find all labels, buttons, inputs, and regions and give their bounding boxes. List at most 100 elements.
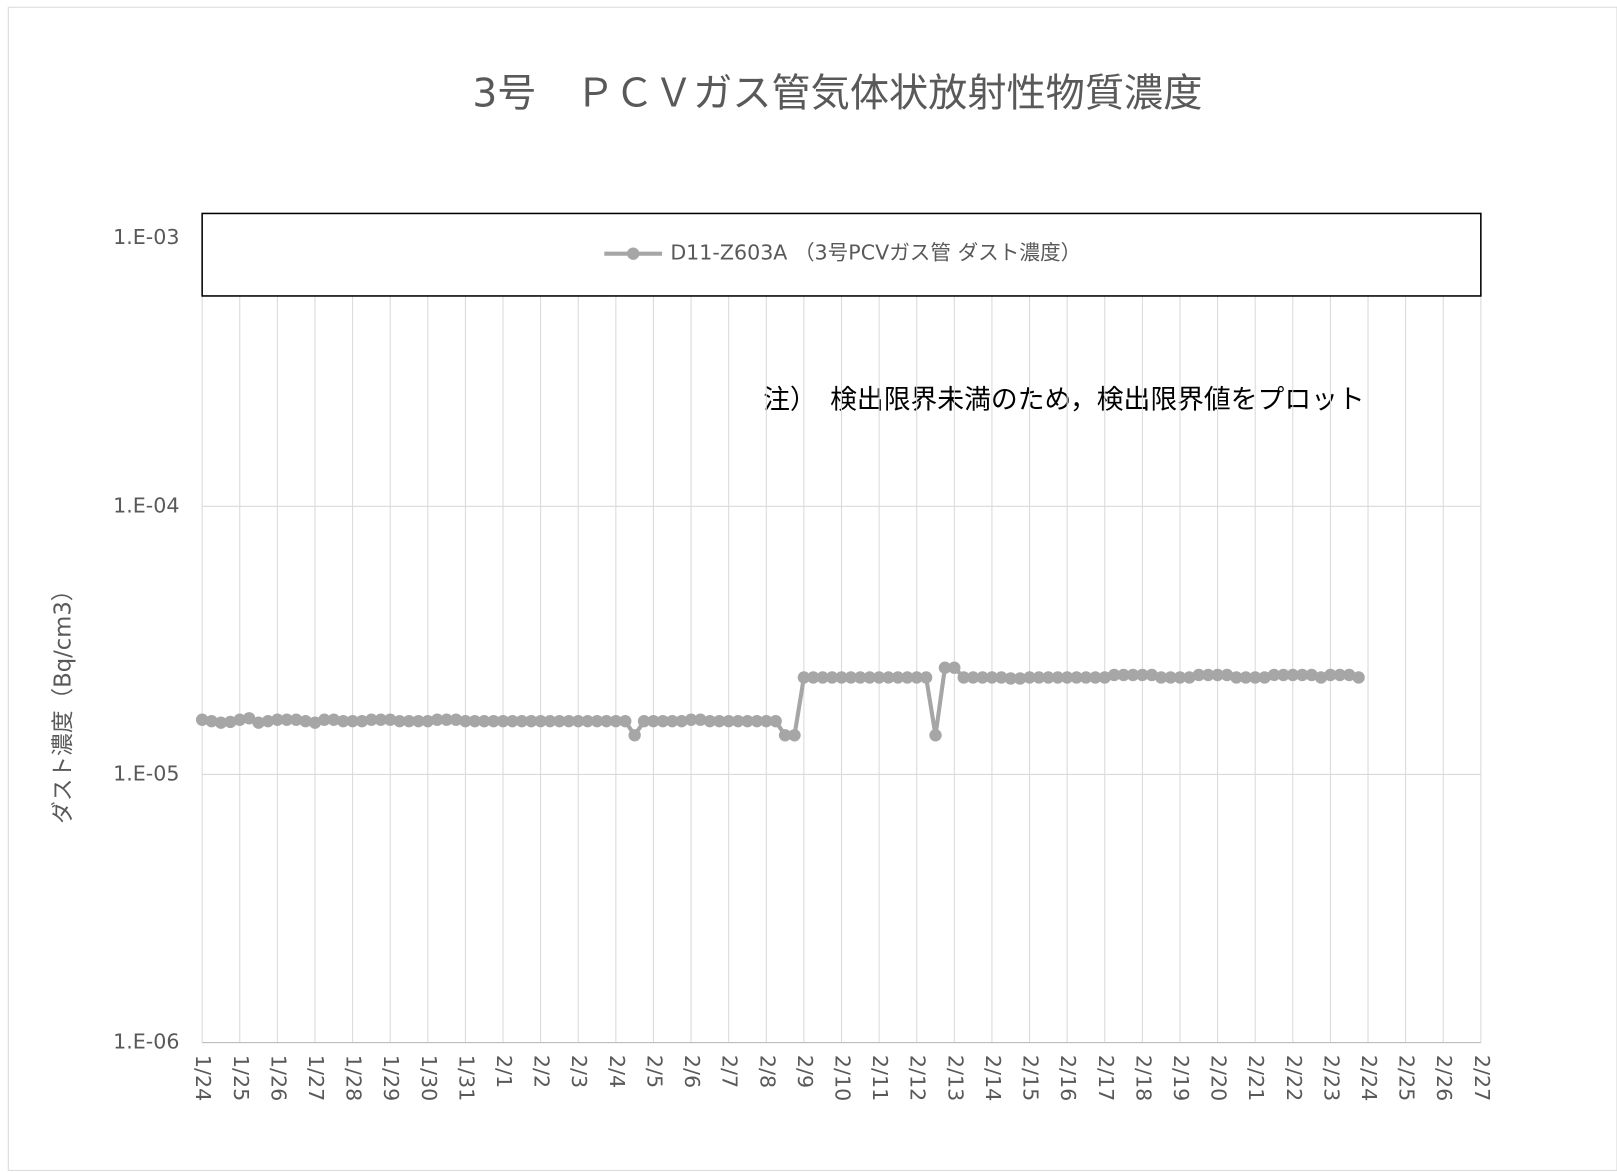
y-tick-label: 1.E-03 — [113, 225, 179, 249]
data-point — [872, 671, 886, 684]
x-tick-label: 2/2 — [530, 1055, 554, 1088]
data-point — [1220, 668, 1234, 682]
data-point — [346, 714, 359, 728]
data-point — [402, 714, 416, 728]
x-tick-label: 1/31 — [454, 1055, 478, 1101]
data-point — [1117, 668, 1130, 682]
data-point — [910, 671, 923, 684]
data-point — [1042, 671, 1055, 684]
data-point — [600, 714, 613, 728]
data-point — [1126, 668, 1140, 682]
x-tick-label: 2/8 — [755, 1055, 779, 1088]
x-tick-label: 2/22 — [1282, 1055, 1306, 1101]
x-tick-label: 1/30 — [417, 1055, 441, 1101]
data-point — [666, 714, 679, 728]
data-point — [261, 714, 275, 728]
x-tick-label: 2/21 — [1244, 1055, 1268, 1101]
data-point — [882, 671, 895, 684]
data-point — [412, 714, 425, 728]
data-point — [609, 714, 623, 728]
data-point — [1136, 668, 1149, 682]
data-point — [985, 671, 999, 684]
data-point — [525, 714, 538, 728]
data-point — [1211, 668, 1224, 682]
data-point — [807, 671, 820, 684]
data-point — [1060, 671, 1074, 684]
x-tick-label: 1/29 — [379, 1055, 403, 1101]
data-point — [562, 714, 576, 728]
data-point — [1230, 671, 1243, 684]
data-point — [938, 661, 952, 674]
data-point — [788, 729, 801, 742]
data-point — [769, 714, 782, 728]
x-tick-label: 2/27 — [1470, 1055, 1494, 1101]
x-tick-label: 2/18 — [1131, 1055, 1155, 1101]
data-point — [619, 714, 632, 728]
x-tick-label: 2/10 — [830, 1055, 854, 1101]
x-tick-label: 2/20 — [1207, 1055, 1231, 1101]
legend-marker — [627, 247, 640, 260]
data-point — [1107, 668, 1121, 682]
data-point — [1249, 671, 1262, 684]
data-point — [1145, 668, 1158, 682]
data-point — [336, 714, 350, 728]
data-point — [957, 671, 970, 684]
data-point — [1004, 672, 1017, 685]
data-point — [534, 714, 547, 728]
data-point — [195, 713, 209, 726]
data-point — [1154, 671, 1168, 684]
x-tick-label: 1/27 — [304, 1055, 328, 1101]
data-point — [506, 714, 519, 728]
x-tick-label: 1/25 — [229, 1055, 253, 1101]
data-point — [1070, 671, 1083, 684]
x-tick-label: 2/11 — [868, 1055, 892, 1101]
data-point — [327, 713, 340, 726]
data-point — [995, 671, 1008, 684]
data-point — [919, 671, 933, 684]
data-point — [637, 714, 651, 728]
data-point — [797, 671, 811, 684]
data-point — [1032, 671, 1046, 684]
data-point — [1013, 672, 1027, 685]
x-tick-label: 1/26 — [266, 1055, 290, 1101]
data-point — [355, 714, 369, 728]
data-point — [590, 714, 604, 728]
legend-box — [201, 212, 1482, 297]
data-point — [1089, 671, 1102, 684]
data-point — [242, 712, 256, 725]
data-point — [628, 729, 641, 742]
data-point — [713, 714, 726, 728]
data-point — [966, 671, 980, 684]
data-point — [478, 714, 491, 728]
data-point — [431, 713, 444, 726]
data-point — [750, 714, 764, 728]
x-tick-label: 1/24 — [191, 1055, 215, 1101]
legend-label: D11-Z603A （3号PCVガス管 ダスト濃度） — [670, 241, 1081, 265]
x-tick-label: 2/6 — [680, 1055, 704, 1088]
data-point — [901, 671, 914, 684]
data-point — [891, 671, 905, 684]
data-point — [468, 714, 482, 728]
data-point — [863, 671, 876, 684]
data-point — [1343, 668, 1356, 682]
data-point — [271, 713, 284, 726]
data-point — [1324, 668, 1337, 682]
x-tick-label: 2/3 — [567, 1055, 591, 1088]
data-point — [825, 671, 839, 684]
data-point — [1305, 668, 1318, 682]
x-tick-label: 2/4 — [605, 1055, 629, 1088]
data-point — [816, 671, 829, 684]
data-point — [1267, 668, 1281, 682]
data-point — [1051, 671, 1064, 684]
data-point — [1239, 671, 1252, 684]
data-point — [252, 716, 265, 729]
data-point — [543, 714, 557, 728]
data-point — [1023, 671, 1036, 684]
x-tick-label: 2/23 — [1319, 1055, 1343, 1101]
x-tick-label: 2/13 — [943, 1055, 967, 1101]
x-tick-label: 2/24 — [1357, 1055, 1381, 1101]
data-point — [1296, 668, 1309, 682]
x-tick-label: 2/26 — [1432, 1055, 1456, 1101]
data-point — [393, 714, 406, 728]
